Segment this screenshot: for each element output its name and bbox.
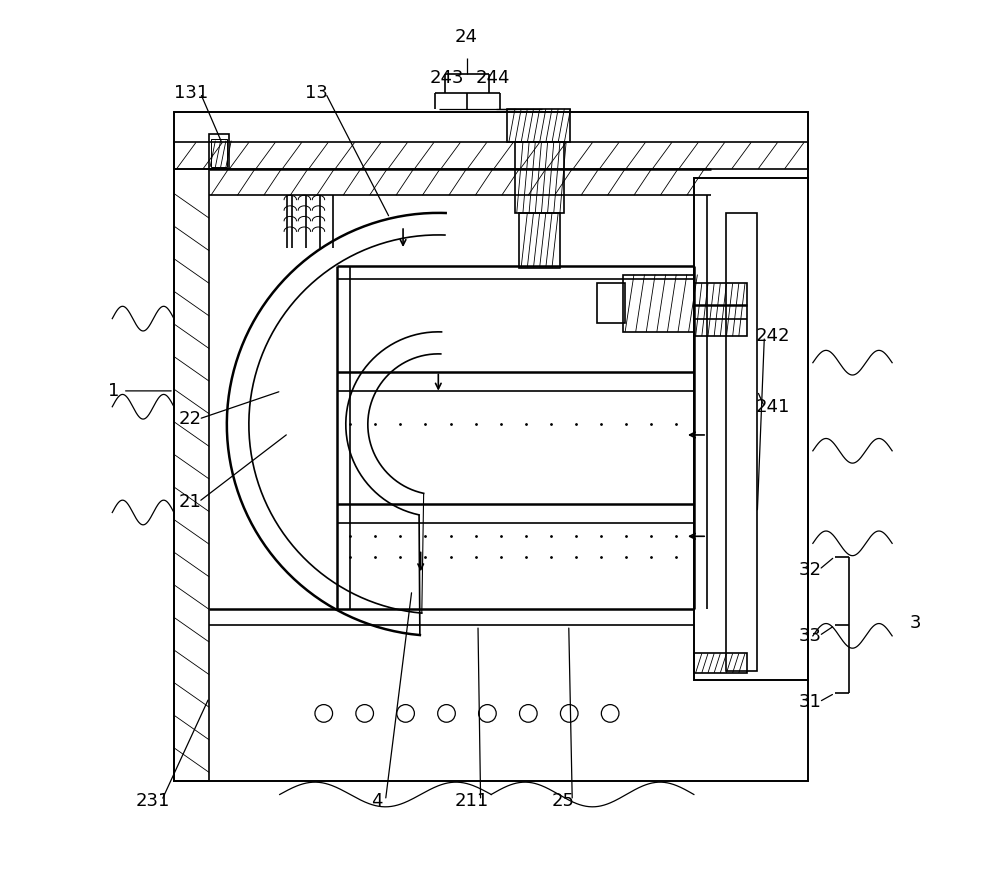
Text: 24: 24 [455,27,478,46]
Text: 241: 241 [756,398,790,415]
Text: 1: 1 [108,382,120,400]
Text: 25: 25 [552,792,575,810]
Bar [726,213,757,671]
Bar [694,178,808,680]
Bar [597,284,625,323]
Text: 32: 32 [799,560,822,579]
Text: 4: 4 [371,792,382,810]
Bar [174,142,808,169]
Bar [515,142,564,213]
Text: 244: 244 [476,69,510,87]
Text: 3: 3 [910,613,922,632]
Bar [209,133,229,169]
Text: 21: 21 [178,493,201,511]
Text: 131: 131 [174,84,209,102]
Bar [507,109,570,142]
Text: 242: 242 [756,327,790,346]
Bar [694,653,747,673]
Bar [211,139,227,167]
Bar [174,111,808,781]
Bar [174,169,209,781]
Text: 13: 13 [305,84,328,102]
Text: 211: 211 [455,792,489,810]
Text: 33: 33 [799,627,822,644]
Text: 22: 22 [178,410,201,428]
Text: 31: 31 [799,693,822,711]
Bar [694,284,747,336]
Text: 231: 231 [136,792,170,810]
Text: 243: 243 [430,69,464,87]
Bar [519,213,560,268]
Bar [623,275,694,332]
